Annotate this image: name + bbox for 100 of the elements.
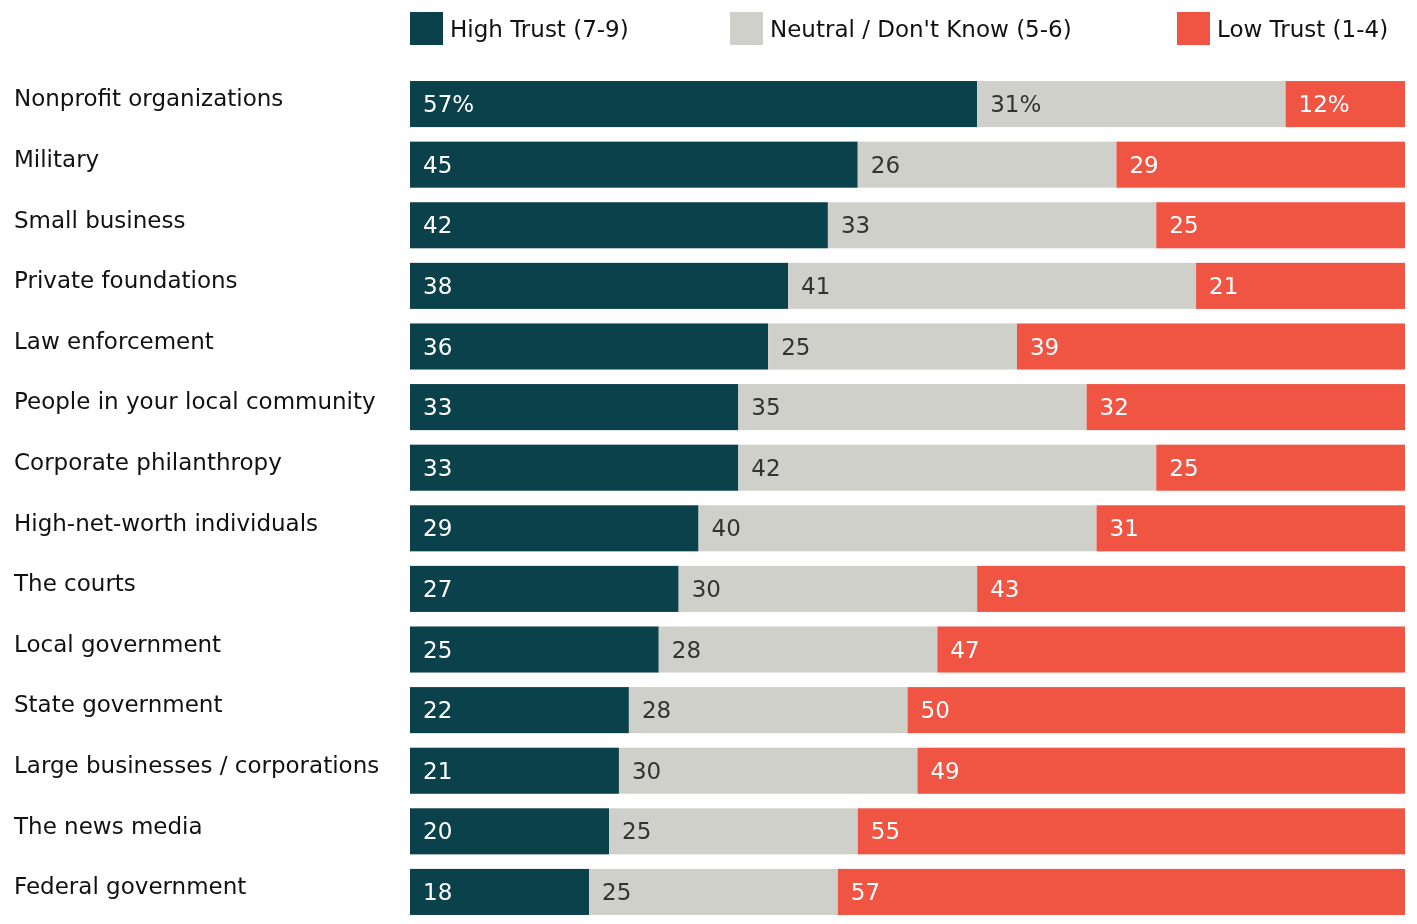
bar [1096, 505, 1405, 552]
bar [907, 687, 1405, 734]
data-label: 22 [423, 697, 453, 724]
bar [410, 687, 629, 734]
bar [410, 505, 699, 552]
data-label: 47 [950, 636, 980, 663]
data-label: 25 [1169, 454, 1199, 481]
data-label: 25 [423, 636, 453, 663]
bar [410, 141, 858, 188]
y-tick-label: Military [14, 145, 100, 172]
bar [768, 323, 1017, 370]
bar [1086, 384, 1405, 431]
bar [410, 868, 590, 915]
data-label: 45 [423, 151, 453, 178]
data-label: 25 [602, 878, 632, 905]
data-label: 33 [840, 212, 871, 239]
data-label: 30 [691, 575, 721, 602]
bar [917, 747, 1405, 794]
y-tick-label: Nonprofit organizations [14, 85, 284, 112]
y-tick-label: State government [14, 691, 223, 718]
y-tick-label: People in your local community [14, 388, 376, 415]
bar [410, 626, 659, 673]
bar [827, 202, 1157, 249]
data-label: 42 [423, 212, 453, 239]
data-label: 31% [990, 91, 1042, 118]
y-tick-label: Private foundations [14, 267, 238, 294]
data-label: 26 [870, 151, 901, 178]
bar [609, 808, 858, 855]
bar [628, 687, 908, 734]
bar [410, 262, 789, 309]
bar [658, 626, 938, 673]
bar [857, 808, 1405, 855]
y-tick-label: Large businesses / corporations [14, 752, 380, 779]
bar [1196, 262, 1405, 309]
data-label: 36 [423, 333, 453, 360]
bar [678, 565, 978, 612]
data-label: 43 [990, 575, 1020, 602]
y-tick-label: The courts [13, 570, 136, 597]
legend-label: High Trust (7-9) [450, 16, 629, 43]
y-tick-label: Small business [14, 206, 186, 233]
y-tick-label: The news media [13, 812, 203, 839]
data-label: 28 [641, 697, 672, 724]
bar [1016, 323, 1405, 370]
y-tick-label: Law enforcement [14, 327, 214, 354]
data-label: 25 [622, 818, 652, 845]
data-label: 21 [1209, 272, 1239, 299]
y-tick-label: Local government [14, 630, 222, 657]
legend-label: Neutral / Don't Know (5-6) [770, 16, 1072, 43]
bar [410, 565, 679, 612]
bar [788, 262, 1197, 309]
bar [410, 323, 769, 370]
data-label: 55 [870, 818, 901, 845]
y-tick-label: Federal government [14, 873, 247, 900]
data-label: 50 [920, 697, 950, 724]
data-label: 25 [1169, 212, 1199, 239]
y-tick-label: High-net-worth individuals [14, 509, 319, 536]
data-label: 21 [423, 757, 453, 784]
bar [738, 444, 1157, 491]
data-label: 33 [423, 454, 453, 481]
data-label: 39 [1029, 333, 1060, 360]
legend-label: Low Trust (1-4) [1217, 16, 1389, 43]
bar [410, 384, 739, 431]
bar [618, 747, 918, 794]
data-label: 35 [751, 394, 781, 421]
bar [738, 384, 1087, 431]
data-label: 33 [423, 394, 453, 421]
bar [410, 747, 619, 794]
bar [937, 626, 1405, 673]
bar [977, 81, 1286, 128]
data-label: 29 [423, 515, 453, 542]
data-label: 27 [423, 575, 453, 602]
data-label: 41 [801, 272, 831, 299]
data-label: 30 [631, 757, 662, 784]
bar [857, 141, 1117, 188]
y-tick-label: Corporate philanthropy [14, 449, 282, 475]
bar [410, 808, 609, 855]
data-label: 38 [423, 272, 453, 299]
data-label: 49 [930, 757, 960, 784]
data-label: 40 [711, 515, 741, 542]
data-label: 31 [1109, 515, 1139, 542]
bar [410, 202, 828, 249]
bar [1116, 141, 1405, 188]
data-label: 18 [423, 878, 453, 905]
bar [977, 565, 1405, 612]
bar [410, 81, 978, 128]
data-label: 12% [1298, 91, 1350, 118]
bar [1156, 202, 1405, 249]
data-label: 57% [423, 91, 475, 118]
bar [1156, 444, 1405, 491]
data-label: 29 [1129, 151, 1159, 178]
bar [698, 505, 1097, 552]
data-label: 42 [751, 454, 781, 481]
data-label: 20 [423, 818, 453, 845]
bar [1285, 81, 1405, 128]
bar [589, 868, 838, 915]
data-label: 32 [1099, 394, 1129, 421]
bar [837, 868, 1405, 915]
data-label: 28 [671, 636, 702, 663]
data-label: 25 [781, 333, 811, 360]
bar [410, 444, 739, 491]
